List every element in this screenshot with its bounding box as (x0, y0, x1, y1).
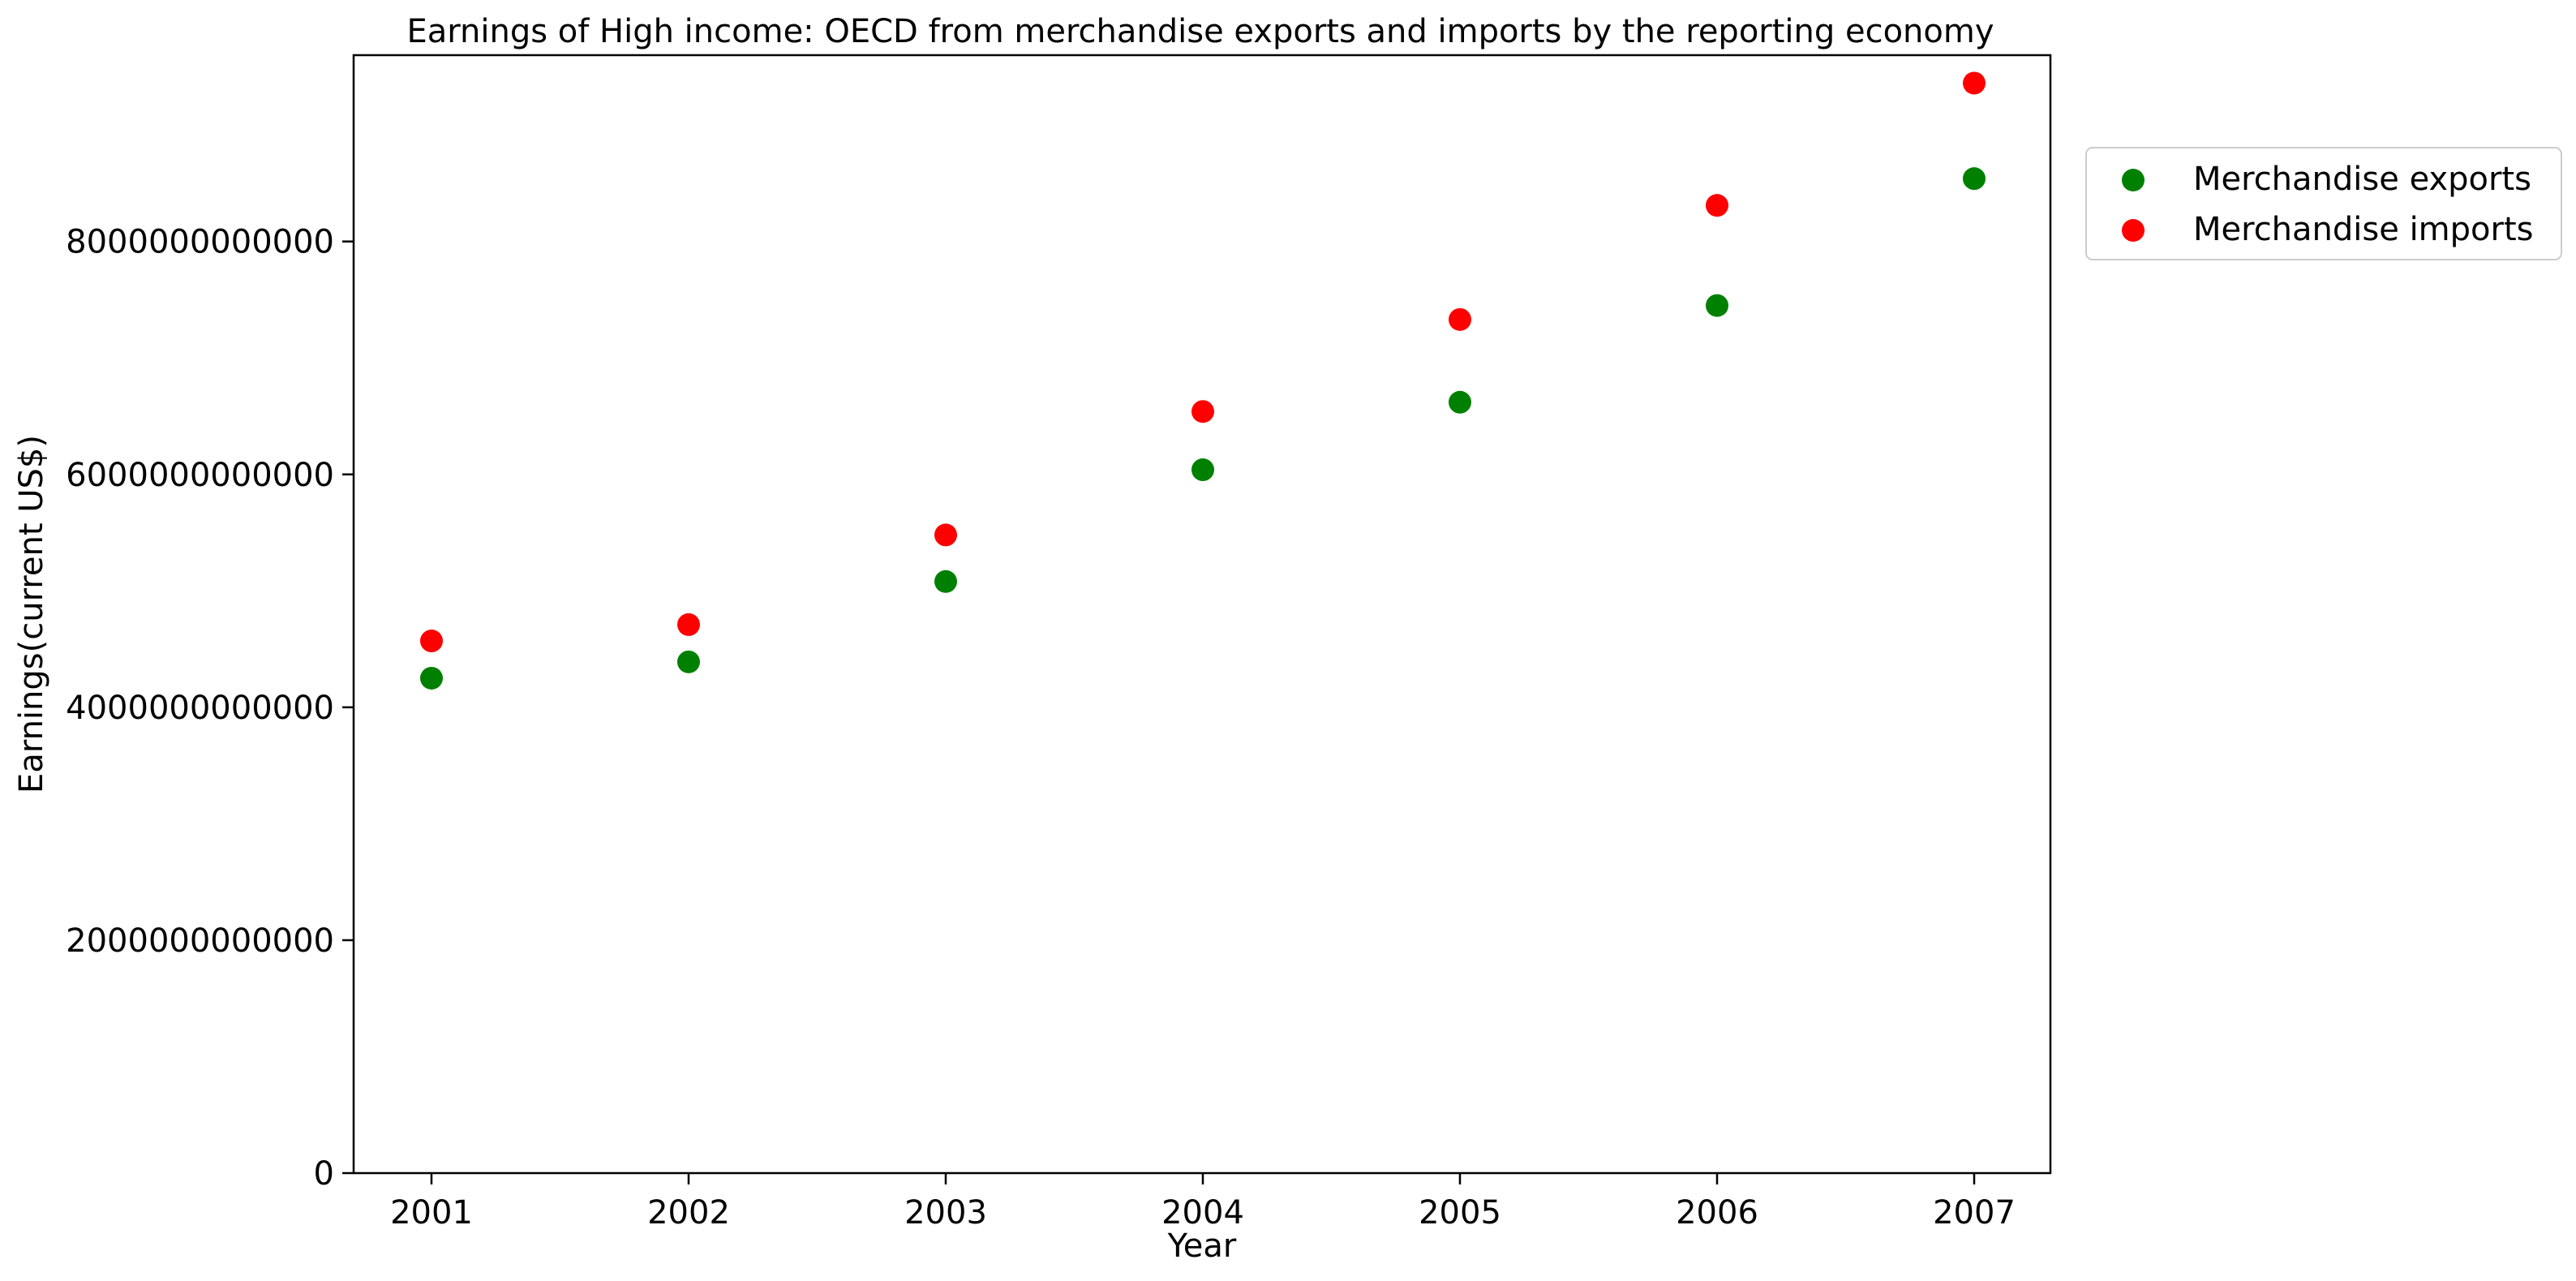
chart-title: Earnings of High income: OECD from merch… (406, 13, 1994, 50)
y-axis: 0 2000000000000 4000000000000 6000000000000… (66, 224, 354, 1193)
legend-exports-label: Merchandise exports (2193, 161, 2531, 198)
legend-imports-label: Merchandise imports (2193, 211, 2533, 248)
merchandise-imports-point-2005 (1449, 307, 1471, 331)
x-tick-label: 2003 (904, 1194, 987, 1232)
x-tick-label: 2005 (1419, 1194, 1501, 1232)
merchandise-imports-point-2006 (1706, 194, 1728, 217)
x-tick-label: 2007 (1933, 1194, 2016, 1232)
legend-box (2085, 147, 2562, 260)
merchandise-imports-point-2004 (1191, 400, 1214, 423)
legend-exports-marker (2122, 169, 2145, 191)
merchandise-imports-point-2001 (420, 630, 443, 653)
merchandise-exports-point-2004 (1191, 458, 1214, 482)
data-points (420, 71, 1986, 690)
merchandise-exports-point-2002 (677, 650, 700, 673)
y-tick-label: 4000000000000 (66, 690, 334, 727)
x-tick-label: 2001 (390, 1194, 473, 1232)
merchandise-exports-point-2001 (420, 666, 443, 690)
merchandise-imports-point-2002 (677, 613, 700, 636)
y-tick-label: 8000000000000 (66, 224, 334, 261)
y-axis-label: Earnings(current US$) (13, 435, 50, 793)
merchandise-imports-point-2007 (1963, 71, 1986, 95)
legend-imports-marker (2122, 219, 2145, 242)
legend: Merchandise exports Merchandise imports (2085, 147, 2562, 260)
x-tick-label: 2006 (1676, 1194, 1758, 1232)
merchandise-exports-point-2006 (1706, 294, 1728, 317)
x-axis-label: Year (1167, 1227, 1237, 1265)
y-tick-label: 0 (314, 1155, 334, 1193)
plot-area (352, 54, 2052, 1175)
x-tick-label: 2004 (1161, 1194, 1244, 1232)
x-tick-label: 2002 (647, 1194, 730, 1232)
y-tick-label: 2000000000000 (66, 922, 334, 960)
x-axis: 2001 2002 2003 2004 2005 2006 2007 (390, 1173, 2016, 1232)
merchandise-exports-point-2003 (934, 570, 957, 593)
merchandise-exports-point-2005 (1449, 390, 1471, 414)
merchandise-imports-point-2003 (934, 523, 957, 547)
merchandise-exports-point-2007 (1963, 167, 1986, 191)
y-tick-label: 6000000000000 (66, 457, 334, 494)
